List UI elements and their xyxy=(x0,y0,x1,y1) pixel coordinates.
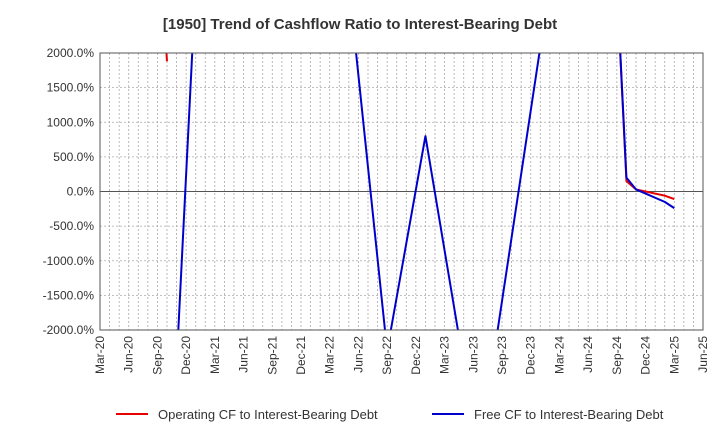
series-line-0 xyxy=(165,53,168,62)
series-line-5 xyxy=(619,53,675,209)
legend-swatch-free-cf xyxy=(432,413,464,415)
series-line-1 xyxy=(619,53,675,201)
legend-item-operating-cf: Operating CF to Interest-Bearing Debt xyxy=(116,404,378,424)
x-axis-ticks: Mar-20 Jun-20 Sep-20 Dec-20 Mar-21 Jun-21 Sep-… xyxy=(93,336,710,375)
horizontal-gridlines xyxy=(100,87,703,296)
legend-label-operating-cf: Operating CF to Interest-Bearing Debt xyxy=(158,406,378,422)
y-tick-label: 500.0% xyxy=(53,150,94,164)
series-layer xyxy=(165,53,675,330)
x-tick-label: Sep-24 xyxy=(610,336,624,375)
x-tick-label: Mar-22 xyxy=(323,336,337,374)
y-tick-label: 1500.0% xyxy=(47,81,95,95)
x-tick-label: Mar-21 xyxy=(208,336,222,374)
y-tick-label: -500.0% xyxy=(49,219,94,233)
x-tick-label: Dec-24 xyxy=(639,336,653,375)
x-tick-label: Jun-23 xyxy=(466,336,480,373)
x-tick-label: Jun-20 xyxy=(122,336,136,373)
x-tick-label: Jun-24 xyxy=(581,336,595,373)
x-tick-label: Dec-22 xyxy=(409,336,423,375)
series-line-2 xyxy=(177,53,194,330)
plot-border xyxy=(99,52,704,331)
x-tick-label: Dec-23 xyxy=(524,336,538,375)
x-tick-label: Sep-20 xyxy=(150,336,164,375)
x-tick-label: Jun-21 xyxy=(237,336,251,373)
y-tick-label: 1000.0% xyxy=(47,115,95,129)
x-tick-label: Dec-20 xyxy=(179,336,193,375)
y-tick-label: 0.0% xyxy=(67,185,95,199)
y-tick-label: 2000.0% xyxy=(47,46,95,60)
x-tick-label: Mar-25 xyxy=(667,336,681,374)
chart-title: [1950] Trend of Cashflow Ratio to Intere… xyxy=(162,16,558,33)
legend-item-free-cf: Free CF to Interest-Bearing Debt xyxy=(432,404,663,424)
y-tick-label: -1000.0% xyxy=(43,254,95,268)
x-tick-label: Sep-23 xyxy=(495,336,509,375)
series-line-4 xyxy=(496,53,541,330)
legend-label-free-cf: Free CF to Interest-Bearing Debt xyxy=(474,406,664,422)
y-tick-label: -1500.0% xyxy=(43,288,95,302)
x-tick-label: Mar-24 xyxy=(552,336,566,374)
x-tick-label: Sep-21 xyxy=(265,336,279,375)
x-tick-label: Jun-22 xyxy=(351,336,365,373)
x-tick-label: Dec-21 xyxy=(294,336,308,375)
legend-swatch-operating-cf xyxy=(116,413,148,415)
y-tick-label: -2000.0% xyxy=(43,323,95,337)
y-axis-ticks: -2000.0% -1500.0% -1000.0% -500.0% 0.0% 500.0… xyxy=(43,46,95,337)
x-tick-label: Jun-25 xyxy=(696,336,710,373)
x-tick-label: Mar-23 xyxy=(438,336,452,374)
x-tick-label: Sep-22 xyxy=(380,336,394,375)
series-line-3 xyxy=(355,53,459,330)
x-tick-label: Mar-20 xyxy=(93,336,107,374)
